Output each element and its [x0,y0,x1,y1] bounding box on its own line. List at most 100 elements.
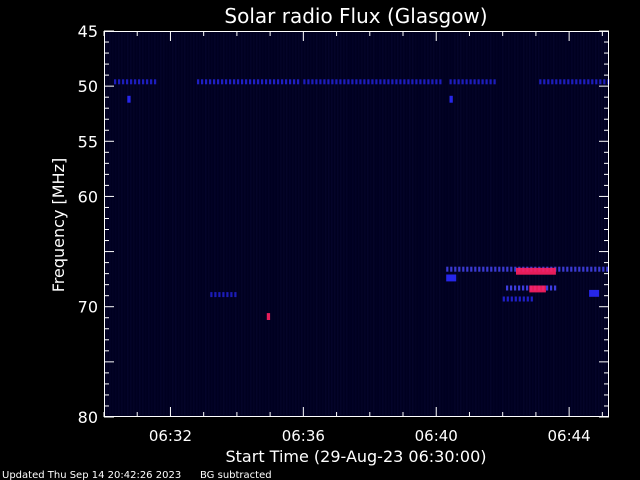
noise-stripe [181,33,183,415]
emission-mark [343,79,346,85]
emission-mark [478,266,481,272]
emission-mark [277,79,280,85]
noise-stripe [319,33,321,415]
noise-stripe [232,33,234,415]
emission-mark [563,79,566,85]
emission-mark [530,296,533,302]
emission-mark [559,79,562,85]
noise-stripe [184,33,186,415]
noise-stripe [250,33,252,415]
noise-stripe [280,33,282,415]
noise-stripe [523,33,525,415]
noise-stripe [514,33,516,415]
noise-stripe [202,33,204,415]
y-tick-label: 45 [78,22,98,41]
emission-mark [506,296,509,302]
x-tick-label: 06:32 [149,427,192,445]
noise-stripe [124,33,126,415]
noise-stripe [418,33,420,415]
noise-stripe [271,33,273,415]
noise-stripe [460,33,462,415]
noise-stripe [520,33,522,415]
noise-stripe [376,33,378,415]
emission-mark [237,79,240,85]
noise-stripe [139,33,141,415]
noise-stripe [172,33,174,415]
noise-stripe [475,33,477,415]
noise-stripe [301,33,303,415]
emission-mark [446,274,457,282]
emission-mark [118,79,121,85]
noise-stripe [421,33,423,415]
emission-mark [454,266,457,272]
noise-stripe [562,33,564,415]
emission-mark [589,289,600,297]
noise-stripe [331,33,333,415]
emission-mark [285,79,288,85]
noise-stripe [571,33,573,415]
emission-mark [331,79,334,85]
x-tick-label: 06:44 [548,427,591,445]
emission-mark [209,79,212,85]
noise-stripe [310,33,312,415]
emission-mark [327,79,330,85]
emission-mark [510,285,513,291]
y-axis: 45 50 55 60 70 80 [78,22,609,427]
noise-stripe [469,33,471,415]
noise-stripe [115,33,117,415]
noise-stripe [568,33,570,415]
emission-mark [583,79,586,85]
emission-mark [555,79,558,85]
emission-layer [114,79,610,320]
emission-mark [146,79,149,85]
noise-stripe [379,33,381,415]
emission-mark [114,79,117,85]
noise-stripe [550,33,552,415]
emission-mark [210,292,213,298]
noise-stripe [166,33,168,415]
emission-mark [379,79,382,85]
noise-stripe [493,33,495,415]
noise-stripe [286,33,288,415]
emission-mark [510,296,513,302]
emission-mark [230,292,233,298]
noise-stripe [229,33,231,415]
emission-mark [266,313,271,320]
noise-stripe [517,33,519,415]
emission-mark [214,292,217,298]
noise-stripe [505,33,507,415]
noise-stripe [406,33,408,415]
noise-stripe [409,33,411,415]
chart-title: Solar radio Flux (Glasgow) [224,4,487,28]
noise-stripe [190,33,192,415]
noise-stripe [559,33,561,415]
noise-stripe [295,33,297,415]
emission-mark [307,79,310,85]
footer-status: BG subtracted [200,470,272,480]
emission-mark [582,266,585,272]
emission-mark [551,79,554,85]
emission-mark [477,79,480,85]
noise-stripe [358,33,360,415]
noise-stripe [208,33,210,415]
emission-mark [261,79,264,85]
emission-mark [449,79,452,85]
x-axis-label: Start Time (29-Aug-23 06:30:00) [226,447,487,466]
noise-stripe [298,33,300,415]
emission-mark [411,79,414,85]
emission-mark [599,79,602,85]
noise-stripe [337,33,339,415]
emission-mark [554,285,557,291]
emission-mark [221,79,224,85]
noise-stripe [370,33,372,415]
noise-stripe [442,33,444,415]
emission-mark [383,79,386,85]
y-axis-label: Frequency [MHz] [49,158,68,292]
emission-mark [257,79,260,85]
noise-stripe [187,33,189,415]
emission-mark [514,285,517,291]
noise-stripe [580,33,582,415]
emission-mark [481,79,484,85]
noise-stripe [151,33,153,415]
